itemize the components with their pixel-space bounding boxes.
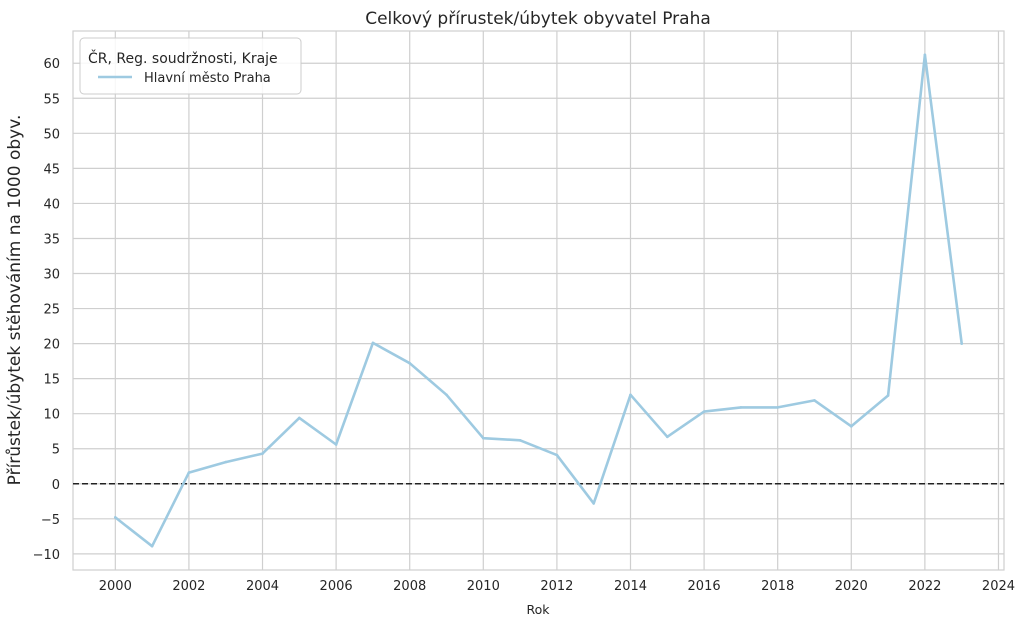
y-tick-label: 50 xyxy=(43,127,60,142)
data-point xyxy=(776,406,779,409)
y-tick-label: −5 xyxy=(41,513,60,528)
data-point xyxy=(813,399,816,402)
y-tick-label: 45 xyxy=(43,162,60,177)
data-point xyxy=(960,342,963,345)
x-tick-label: 2012 xyxy=(540,579,573,594)
y-tick-label: 55 xyxy=(43,92,60,107)
data-point xyxy=(555,453,559,457)
data-point xyxy=(224,460,228,464)
x-tick-label: 2014 xyxy=(614,579,647,594)
x-tick-label: 2016 xyxy=(688,579,721,594)
x-tick-label: 2018 xyxy=(761,579,794,594)
data-point xyxy=(739,406,743,409)
y-tick-label: 30 xyxy=(43,268,60,283)
data-point xyxy=(923,53,927,57)
y-tick-label: 10 xyxy=(43,408,60,423)
y-tick-label: 20 xyxy=(43,338,60,353)
data-point xyxy=(886,394,890,397)
chart-title: Celkový přírustek/úbytek obyvatel Praha xyxy=(365,9,711,29)
data-point xyxy=(298,416,301,420)
x-tick-label: 2010 xyxy=(467,579,500,594)
x-tick-label: 2024 xyxy=(982,579,1015,594)
y-tick-label: 60 xyxy=(43,57,60,72)
legend-title: ČR, Reg. soudržnosti, Kraje xyxy=(88,49,278,67)
x-tick-label: 2022 xyxy=(908,579,941,594)
data-point xyxy=(665,435,669,439)
data-point xyxy=(702,410,706,413)
x-tick-label: 2020 xyxy=(835,579,868,594)
plot-frame xyxy=(72,30,1005,571)
data-point xyxy=(629,393,632,397)
legend-box xyxy=(79,37,302,95)
y-tick-label: 15 xyxy=(43,373,60,388)
x-tick-label: 2004 xyxy=(246,579,279,594)
data-point xyxy=(592,502,595,505)
data-point xyxy=(187,471,191,474)
plot-area xyxy=(73,31,1004,570)
data-point xyxy=(518,439,522,442)
legend-entry-label: Hlavní město Praha xyxy=(144,71,271,86)
y-axis-label: Přírůstek/úbytek stěhováním na 1000 obyv… xyxy=(5,115,25,486)
data-point xyxy=(371,341,375,345)
data-point xyxy=(114,516,117,519)
data-point xyxy=(261,452,264,455)
x-tick-label: 2008 xyxy=(393,579,426,594)
data-point xyxy=(445,393,448,397)
y-tick-label: 25 xyxy=(43,303,60,318)
y-tick-label: −10 xyxy=(33,548,60,563)
data-point xyxy=(408,361,412,365)
y-tick-label: 5 xyxy=(52,443,60,458)
y-tick-label: 35 xyxy=(43,232,60,247)
data-point xyxy=(150,544,154,548)
x-axis-label: Rok xyxy=(526,602,550,617)
data-point xyxy=(334,443,338,446)
x-tick-label: 2002 xyxy=(172,579,205,594)
series-line xyxy=(114,53,964,548)
y-tick-label: 0 xyxy=(52,478,60,493)
data-point xyxy=(482,436,485,440)
x-tick-label: 2006 xyxy=(320,579,353,594)
x-tick-label: 2000 xyxy=(99,579,132,594)
data-point xyxy=(849,425,853,428)
y-tick-label: 40 xyxy=(43,197,60,212)
